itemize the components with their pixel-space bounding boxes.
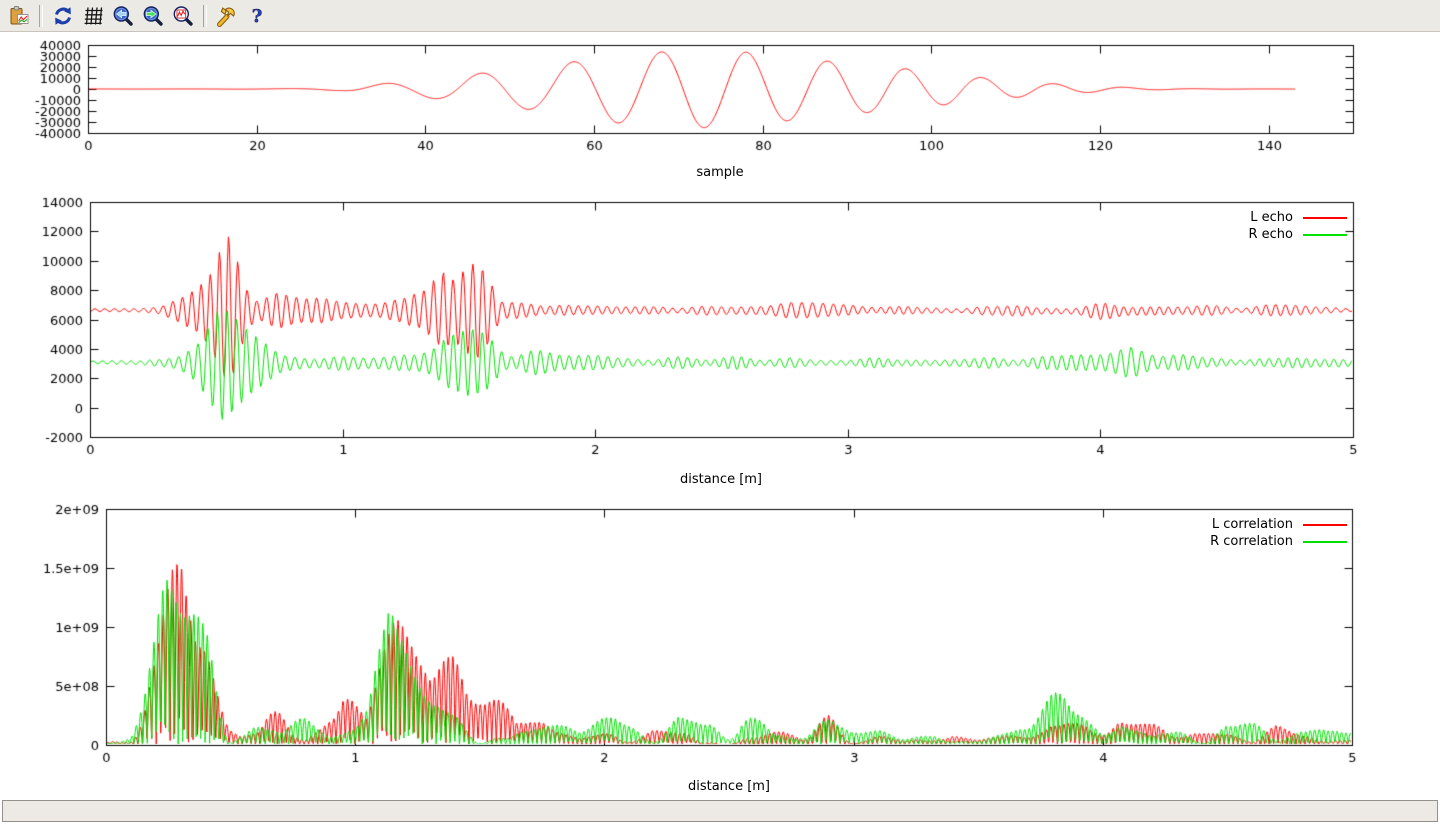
refresh-icon [55,6,71,25]
help-button[interactable]: ? [243,2,271,30]
plot2-legend: L echo R echo [1248,210,1347,242]
legend-entry: L correlation [1210,517,1347,532]
plot-area[interactable] [0,33,1440,799]
legend-label: L echo [1250,210,1293,225]
toolbar-separator [39,4,43,27]
status-bar [2,800,1438,822]
magnifier-back-icon [113,5,133,26]
grid-icon [84,6,103,25]
legend-entry: R correlation [1210,534,1347,549]
plot1-x-axis-title: sample [696,165,744,180]
svg-text:?: ? [252,6,263,27]
legend-line-sample [1303,523,1347,526]
plot3-legend: L correlation R correlation [1210,517,1347,549]
plot2-x-axis-title: distance [m] [679,472,763,487]
apply-zoom-button[interactable] [169,2,197,30]
legend-label: R correlation [1210,534,1293,549]
legend-label: R echo [1248,227,1293,242]
toolbar: ? [0,0,1440,32]
toggle-grid-button[interactable] [79,2,107,30]
legend-label: L correlation [1211,517,1293,532]
help-icon: ? [251,5,263,27]
configure-button[interactable] [213,2,241,30]
zoom-next-button[interactable] [139,2,167,30]
legend-line-sample [1303,233,1347,236]
legend-entry: L echo [1248,210,1347,225]
zoom-previous-button[interactable] [109,2,137,30]
magnifier-plot-icon [173,5,193,26]
magnifier-forward-icon [143,5,163,26]
plot3-x-axis-title: distance [m] [687,779,771,794]
legend-line-sample [1303,216,1347,219]
legend-entry: R echo [1248,227,1347,242]
copy-to-clipboard-button[interactable] [5,2,33,30]
clipboard-chart-icon [10,5,29,24]
replot-button[interactable] [49,2,77,30]
toolbar-separator [203,4,207,27]
legend-line-sample [1303,540,1347,543]
wrench-icon [217,6,235,27]
